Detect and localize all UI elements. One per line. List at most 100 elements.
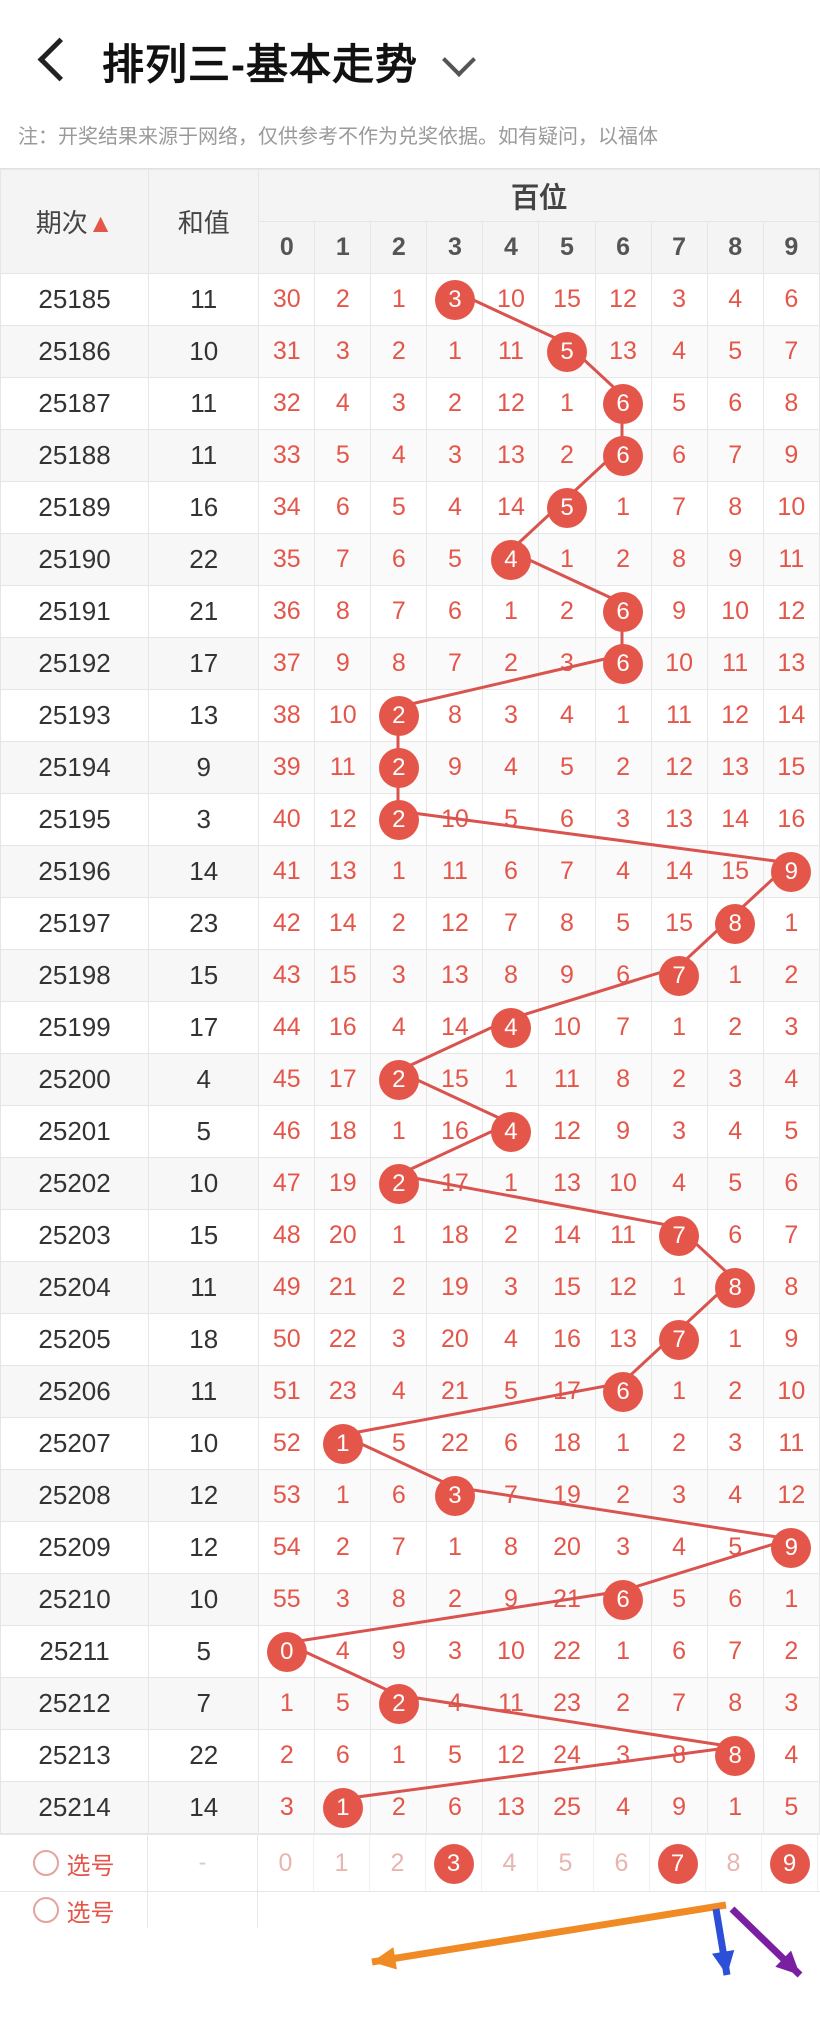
cell-miss[interactable]: 10 [762, 481, 820, 534]
cell-hit[interactable]: 6 [594, 1573, 652, 1626]
cell-hit[interactable]: 7 [650, 1209, 708, 1262]
cell-miss[interactable]: 4 [314, 377, 372, 430]
cell-miss[interactable]: 5 [650, 1573, 708, 1626]
cell-miss[interactable]: 14 [762, 689, 820, 742]
cell-miss[interactable]: 4 [650, 1157, 708, 1210]
select-cell-4[interactable]: 4 [482, 1835, 538, 1891]
cell-miss[interactable]: 12 [594, 1261, 652, 1314]
table-row[interactable]: 25197 23 42 14 2 12 7 8 5 15 8 1 [0, 897, 820, 950]
cell-hit[interactable]: 6 [594, 637, 652, 690]
cell-miss[interactable]: 1 [426, 325, 484, 378]
cell-miss[interactable]: 4 [594, 1781, 652, 1834]
cell-miss[interactable]: 2 [370, 325, 428, 378]
cell-miss[interactable]: 25 [538, 1781, 596, 1834]
cell-miss[interactable]: 15 [426, 1053, 484, 1106]
cell-miss[interactable]: 15 [650, 897, 708, 950]
cell-miss[interactable]: 5 [762, 1781, 820, 1834]
cell-hit[interactable]: 8 [706, 1261, 764, 1314]
cell-miss[interactable]: 8 [762, 1261, 820, 1314]
cell-miss[interactable]: 7 [762, 325, 820, 378]
cell-miss[interactable]: 5 [594, 897, 652, 950]
cell-miss[interactable]: 7 [426, 637, 484, 690]
table-row[interactable]: 25198 15 43 15 3 13 8 9 6 7 1 2 [0, 949, 820, 1002]
table-row[interactable]: 25192 17 37 9 8 7 2 3 6 10 11 13 [0, 637, 820, 690]
cell-miss[interactable]: 24 [538, 1729, 596, 1782]
cell-miss[interactable]: 36 [258, 585, 316, 638]
cell-miss[interactable]: 13 [426, 949, 484, 1002]
cell-miss[interactable]: 48 [258, 1209, 316, 1262]
cell-miss[interactable]: 9 [314, 637, 372, 690]
cell-miss[interactable]: 9 [594, 1105, 652, 1158]
select-cell-7[interactable]: 7 [650, 1835, 706, 1891]
cell-miss[interactable]: 1 [762, 1573, 820, 1626]
cell-miss[interactable]: 3 [426, 1625, 484, 1678]
cell-miss[interactable]: 40 [258, 793, 316, 846]
cell-miss[interactable]: 12 [426, 897, 484, 950]
cell-miss[interactable]: 4 [706, 1105, 764, 1158]
cell-miss[interactable]: 3 [482, 689, 540, 742]
table-row[interactable]: 25188 11 33 5 4 3 13 2 6 6 7 9 [0, 429, 820, 482]
table-row[interactable]: 25187 11 32 4 3 2 12 1 6 5 6 8 [0, 377, 820, 430]
cell-miss[interactable]: 1 [594, 689, 652, 742]
cell-miss[interactable]: 22 [538, 1625, 596, 1678]
table-row[interactable]: 25199 17 44 16 4 14 4 10 7 1 2 3 [0, 1001, 820, 1054]
cell-miss[interactable]: 19 [314, 1157, 372, 1210]
cell-miss[interactable]: 3 [762, 1001, 820, 1054]
cell-miss[interactable]: 6 [482, 845, 540, 898]
cell-hit[interactable]: 6 [594, 585, 652, 638]
cell-miss[interactable]: 14 [650, 845, 708, 898]
cell-miss[interactable]: 3 [594, 1729, 652, 1782]
cell-miss[interactable]: 11 [482, 1677, 540, 1730]
cell-miss[interactable]: 13 [650, 793, 708, 846]
cell-miss[interactable]: 7 [706, 1625, 764, 1678]
table-row[interactable]: 25191 21 36 8 7 6 1 2 6 9 10 12 [0, 585, 820, 638]
cell-miss[interactable]: 54 [258, 1521, 316, 1574]
cell-miss[interactable]: 14 [314, 897, 372, 950]
cell-miss[interactable]: 11 [538, 1053, 596, 1106]
cell-miss[interactable]: 9 [426, 741, 484, 794]
cell-miss[interactable]: 11 [482, 325, 540, 378]
cell-hit[interactable]: 4 [482, 533, 540, 586]
cell-miss[interactable]: 23 [538, 1677, 596, 1730]
cell-miss[interactable]: 11 [762, 533, 820, 586]
cell-miss[interactable]: 13 [706, 741, 764, 794]
cell-miss[interactable]: 6 [762, 1157, 820, 1210]
cell-miss[interactable]: 8 [370, 1573, 428, 1626]
cell-miss[interactable]: 8 [482, 1521, 540, 1574]
cell-miss[interactable]: 55 [258, 1573, 316, 1626]
cell-miss[interactable]: 10 [594, 1157, 652, 1210]
cell-miss[interactable]: 4 [538, 689, 596, 742]
cell-miss[interactable]: 1 [314, 1469, 372, 1522]
cell-hit[interactable]: 7 [650, 1313, 708, 1366]
cell-miss[interactable]: 53 [258, 1469, 316, 1522]
cell-miss[interactable]: 3 [650, 1469, 708, 1522]
cell-miss[interactable]: 10 [314, 689, 372, 742]
cell-miss[interactable]: 1 [706, 1313, 764, 1366]
table-row[interactable]: 25202 10 47 19 2 17 1 13 10 4 5 6 [0, 1157, 820, 1210]
cell-miss[interactable]: 12 [482, 377, 540, 430]
cell-miss[interactable]: 8 [706, 1677, 764, 1730]
cell-miss[interactable]: 30 [258, 273, 316, 326]
cell-miss[interactable]: 33 [258, 429, 316, 482]
cell-miss[interactable]: 7 [594, 1001, 652, 1054]
cell-miss[interactable]: 8 [314, 585, 372, 638]
cell-miss[interactable]: 2 [762, 949, 820, 1002]
select-number-cells-2[interactable] [258, 1892, 820, 1928]
cell-miss[interactable]: 4 [482, 1313, 540, 1366]
cell-miss[interactable]: 6 [482, 1417, 540, 1470]
cell-miss[interactable]: 11 [426, 845, 484, 898]
cell-miss[interactable]: 12 [762, 1469, 820, 1522]
cell-miss[interactable]: 1 [650, 1261, 708, 1314]
cell-miss[interactable]: 1 [258, 1677, 316, 1730]
chevron-down-icon[interactable] [444, 46, 474, 76]
cell-miss[interactable]: 2 [482, 637, 540, 690]
cell-hit[interactable]: 2 [370, 741, 428, 794]
cell-miss[interactable]: 14 [706, 793, 764, 846]
cell-miss[interactable]: 7 [370, 1521, 428, 1574]
cell-hit[interactable]: 8 [706, 897, 764, 950]
cell-miss[interactable]: 2 [706, 1001, 764, 1054]
cell-miss[interactable]: 2 [594, 1677, 652, 1730]
header-issue[interactable]: 期次▲ [0, 169, 150, 274]
cell-miss[interactable]: 6 [370, 533, 428, 586]
cell-miss[interactable]: 5 [762, 1105, 820, 1158]
